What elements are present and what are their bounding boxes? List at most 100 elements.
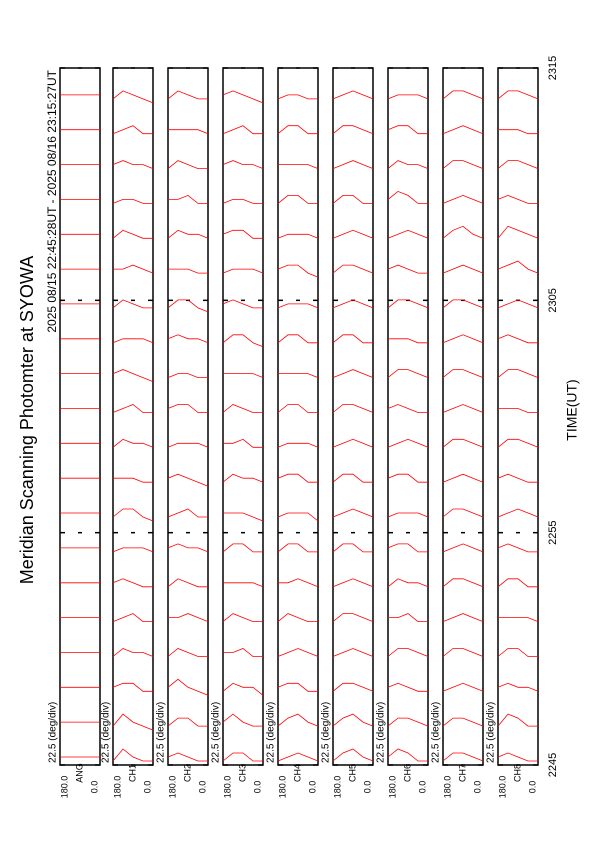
panel-name: ANG — [74, 763, 84, 783]
scale-label: 22.5 (deg/div) — [48, 702, 59, 763]
scan-trace — [442, 648, 484, 657]
scan-trace — [388, 613, 428, 622]
scan-trace — [113, 477, 153, 483]
scan-trace — [332, 125, 374, 135]
x-tick-label: 2315 — [547, 56, 559, 80]
y-tick-label: 0.0 — [307, 781, 317, 794]
panel-name: CH3 — [237, 764, 247, 782]
scale-label: 22.5 (deg/div) — [101, 702, 112, 763]
scan-trace — [113, 264, 154, 274]
y-tick-label: 180.0 — [332, 776, 342, 799]
scan-trace — [442, 369, 484, 378]
scan-trace — [222, 404, 263, 413]
scan-trace — [332, 438, 374, 448]
scan-trace — [497, 648, 538, 657]
scan-trace — [387, 512, 429, 518]
scan-trace — [332, 369, 374, 378]
scan-trace — [223, 648, 263, 657]
y-tick-label: 180.0 — [222, 776, 232, 799]
scan-trace — [222, 160, 264, 169]
scan-trace — [167, 717, 208, 727]
scan-trace — [277, 752, 319, 762]
scan-trace — [387, 264, 428, 274]
scan-trace — [442, 752, 484, 762]
scan-trace — [497, 194, 538, 204]
scan-trace — [442, 682, 484, 692]
panel-name: CH1 — [127, 764, 137, 782]
scan-trace — [442, 578, 484, 588]
scan-trace — [222, 334, 264, 348]
scan-trace — [112, 125, 153, 135]
scan-trace — [222, 90, 264, 104]
scan-trace — [112, 438, 154, 448]
panel-frame — [112, 67, 154, 766]
scale-label: 22.5 (deg/div) — [266, 702, 277, 763]
scale-label: 22.5 (deg/div) — [211, 702, 222, 763]
scan-trace — [332, 578, 374, 588]
scan-trace — [442, 438, 484, 448]
scan-trace — [277, 194, 318, 204]
scan-trace — [222, 473, 264, 483]
scan-trace — [222, 613, 263, 622]
scan-trace — [168, 613, 209, 622]
scan-trace — [387, 748, 428, 762]
panel-name: CH7 — [457, 764, 467, 782]
scan-trace — [442, 90, 484, 100]
panel-frame — [277, 67, 319, 766]
scan-trace — [112, 404, 153, 413]
scan-trace — [497, 438, 539, 448]
scan-trace — [223, 582, 264, 588]
scan-trace — [332, 713, 374, 727]
scan-trace — [277, 473, 318, 483]
scan-trace — [168, 194, 208, 204]
scan-trace — [112, 229, 153, 239]
y-tick-label: 0.0 — [362, 781, 372, 794]
scan-trace — [387, 578, 429, 588]
scan-trace — [442, 334, 484, 344]
scan-trace — [442, 543, 484, 553]
scan-trace — [332, 748, 374, 762]
x-tick-label: 2255 — [547, 520, 559, 544]
scan-trace — [387, 438, 429, 448]
scan-trace — [277, 94, 318, 100]
scan-trace — [167, 373, 208, 379]
scan-trace — [223, 512, 264, 522]
scan-trace — [332, 613, 374, 622]
scan-trace — [167, 334, 209, 344]
scan-trace — [277, 543, 318, 553]
y-tick-label: 180.0 — [387, 776, 397, 799]
scan-trace — [332, 508, 374, 518]
scan-trace — [222, 752, 263, 762]
scan-trace — [332, 264, 374, 274]
scale-label: 22.5 (deg/div) — [156, 702, 167, 763]
scan-trace — [277, 264, 319, 278]
scan-trace — [112, 160, 154, 169]
scan-trace — [167, 299, 209, 313]
panel-frame — [59, 67, 101, 766]
chart-subtitle: 2025 08/15 22:45:28UT - 2025 08/16 23:15… — [45, 69, 59, 332]
panel-frame — [332, 67, 374, 766]
scan-trace — [167, 752, 208, 762]
scan-trace — [332, 543, 373, 553]
scan-trace — [112, 748, 153, 762]
scan-trace — [222, 543, 263, 553]
scan-trace — [277, 512, 319, 522]
scan-trace — [332, 404, 374, 413]
scan-trace — [222, 229, 263, 239]
scan-trace — [387, 473, 428, 483]
scale-label: 22.5 (deg/div) — [321, 702, 332, 763]
x-axis-label: TIME(UT) — [564, 379, 580, 440]
scan-trace — [442, 160, 484, 169]
y-tick-label: 0.0 — [197, 781, 207, 794]
scan-trace — [167, 508, 208, 518]
y-tick-label: 180.0 — [112, 776, 122, 799]
scan-trace — [497, 752, 538, 762]
scan-trace — [222, 713, 263, 727]
scan-trace — [442, 473, 484, 483]
y-tick-label: 0.0 — [142, 781, 152, 794]
scan-trace — [167, 160, 208, 170]
scan-trace — [497, 473, 538, 483]
scan-trace — [497, 90, 539, 100]
scan-trace — [277, 648, 319, 657]
scale-label: 22.5 (deg/div) — [431, 702, 442, 763]
